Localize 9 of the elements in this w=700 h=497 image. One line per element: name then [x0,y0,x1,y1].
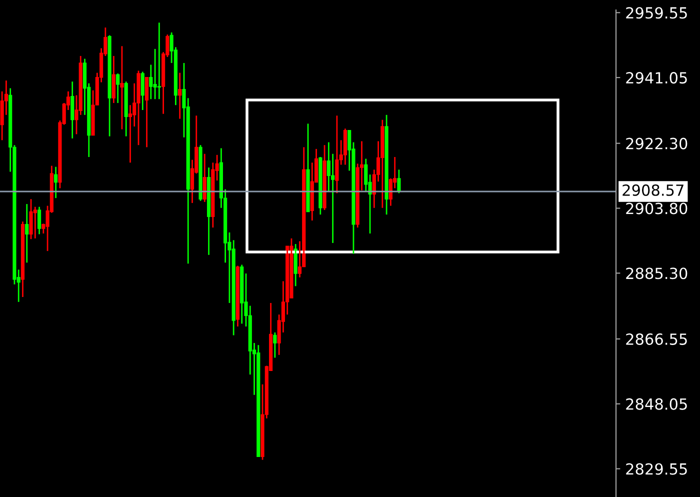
y-tick-label: 2903.80 [626,202,688,214]
ref-line-label: 2908.57 [622,184,684,196]
y-tick-label: 2866.55 [626,333,687,345]
y-tick-label: 2829.55 [626,463,687,475]
y-tick-label: 2941.05 [626,72,687,84]
y-tick-label: 2848.05 [626,398,687,410]
y-tick-label: 2959.55 [626,7,687,19]
y-tick-label: 2885.30 [626,268,688,280]
y-tick-label: 2922.30 [626,138,688,150]
